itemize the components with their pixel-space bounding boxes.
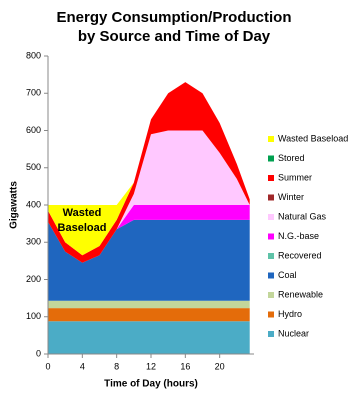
legend-label: N.G.-base (278, 231, 319, 241)
legend-label: Coal (278, 270, 297, 280)
x-tick-label: 16 (180, 361, 190, 371)
legend-swatch (268, 272, 274, 279)
area (48, 300, 250, 309)
y-tick-label: 300 (26, 237, 41, 247)
legend-swatch (268, 292, 274, 298)
legend-label: Hydro (278, 309, 302, 319)
legend-label: Winter (278, 192, 304, 202)
area (48, 130, 250, 263)
legend-label: Stored (278, 153, 305, 163)
annotation: Baseload (58, 222, 107, 234)
y-tick-label: 400 (26, 199, 41, 209)
legend-label: Renewable (278, 289, 323, 299)
legend-swatch (268, 253, 274, 259)
y-tick-label: 200 (26, 274, 41, 284)
x-tick-label: 4 (80, 361, 85, 371)
legend-swatch (268, 331, 274, 337)
area (48, 82, 250, 256)
x-axis-label: Time of Day (hours) (104, 379, 198, 390)
area (48, 308, 250, 322)
area (48, 205, 250, 263)
chart-subtitle: by Source and Time of Day (78, 28, 271, 45)
areas (48, 82, 250, 354)
annotation: Wasted (63, 207, 102, 219)
y-tick-label: 800 (26, 50, 41, 60)
legend-swatch (268, 194, 274, 201)
legend-label: Wasted Baseload (278, 133, 348, 143)
x-tick-label: 8 (114, 361, 119, 371)
legend-swatch (268, 136, 274, 142)
x-tick-label: 20 (215, 361, 225, 371)
y-tick-label: 500 (26, 162, 41, 172)
legend-swatch (268, 214, 274, 220)
area (48, 321, 250, 354)
legend-label: Summer (278, 172, 312, 182)
legend-label: Natural Gas (278, 211, 327, 221)
area (48, 82, 250, 263)
legend-swatch (268, 175, 274, 181)
chart-title: Energy Consumption/Production (57, 9, 292, 26)
x-tick-label: 0 (45, 361, 50, 371)
y-tick-label: 600 (26, 125, 41, 135)
y-tick-label: 100 (26, 311, 41, 321)
y-axis-label: Gigawatts (9, 181, 20, 229)
legend-label: Nuclear (278, 328, 309, 338)
y-tick-label: 0 (36, 348, 41, 358)
legend-swatch (268, 311, 274, 318)
area (48, 219, 250, 301)
y-tick-label: 700 (26, 88, 41, 98)
legend-swatch (268, 233, 274, 240)
x-tick-label: 12 (146, 361, 156, 371)
legend-label: Recovered (278, 250, 322, 260)
legend-swatch (268, 155, 274, 162)
